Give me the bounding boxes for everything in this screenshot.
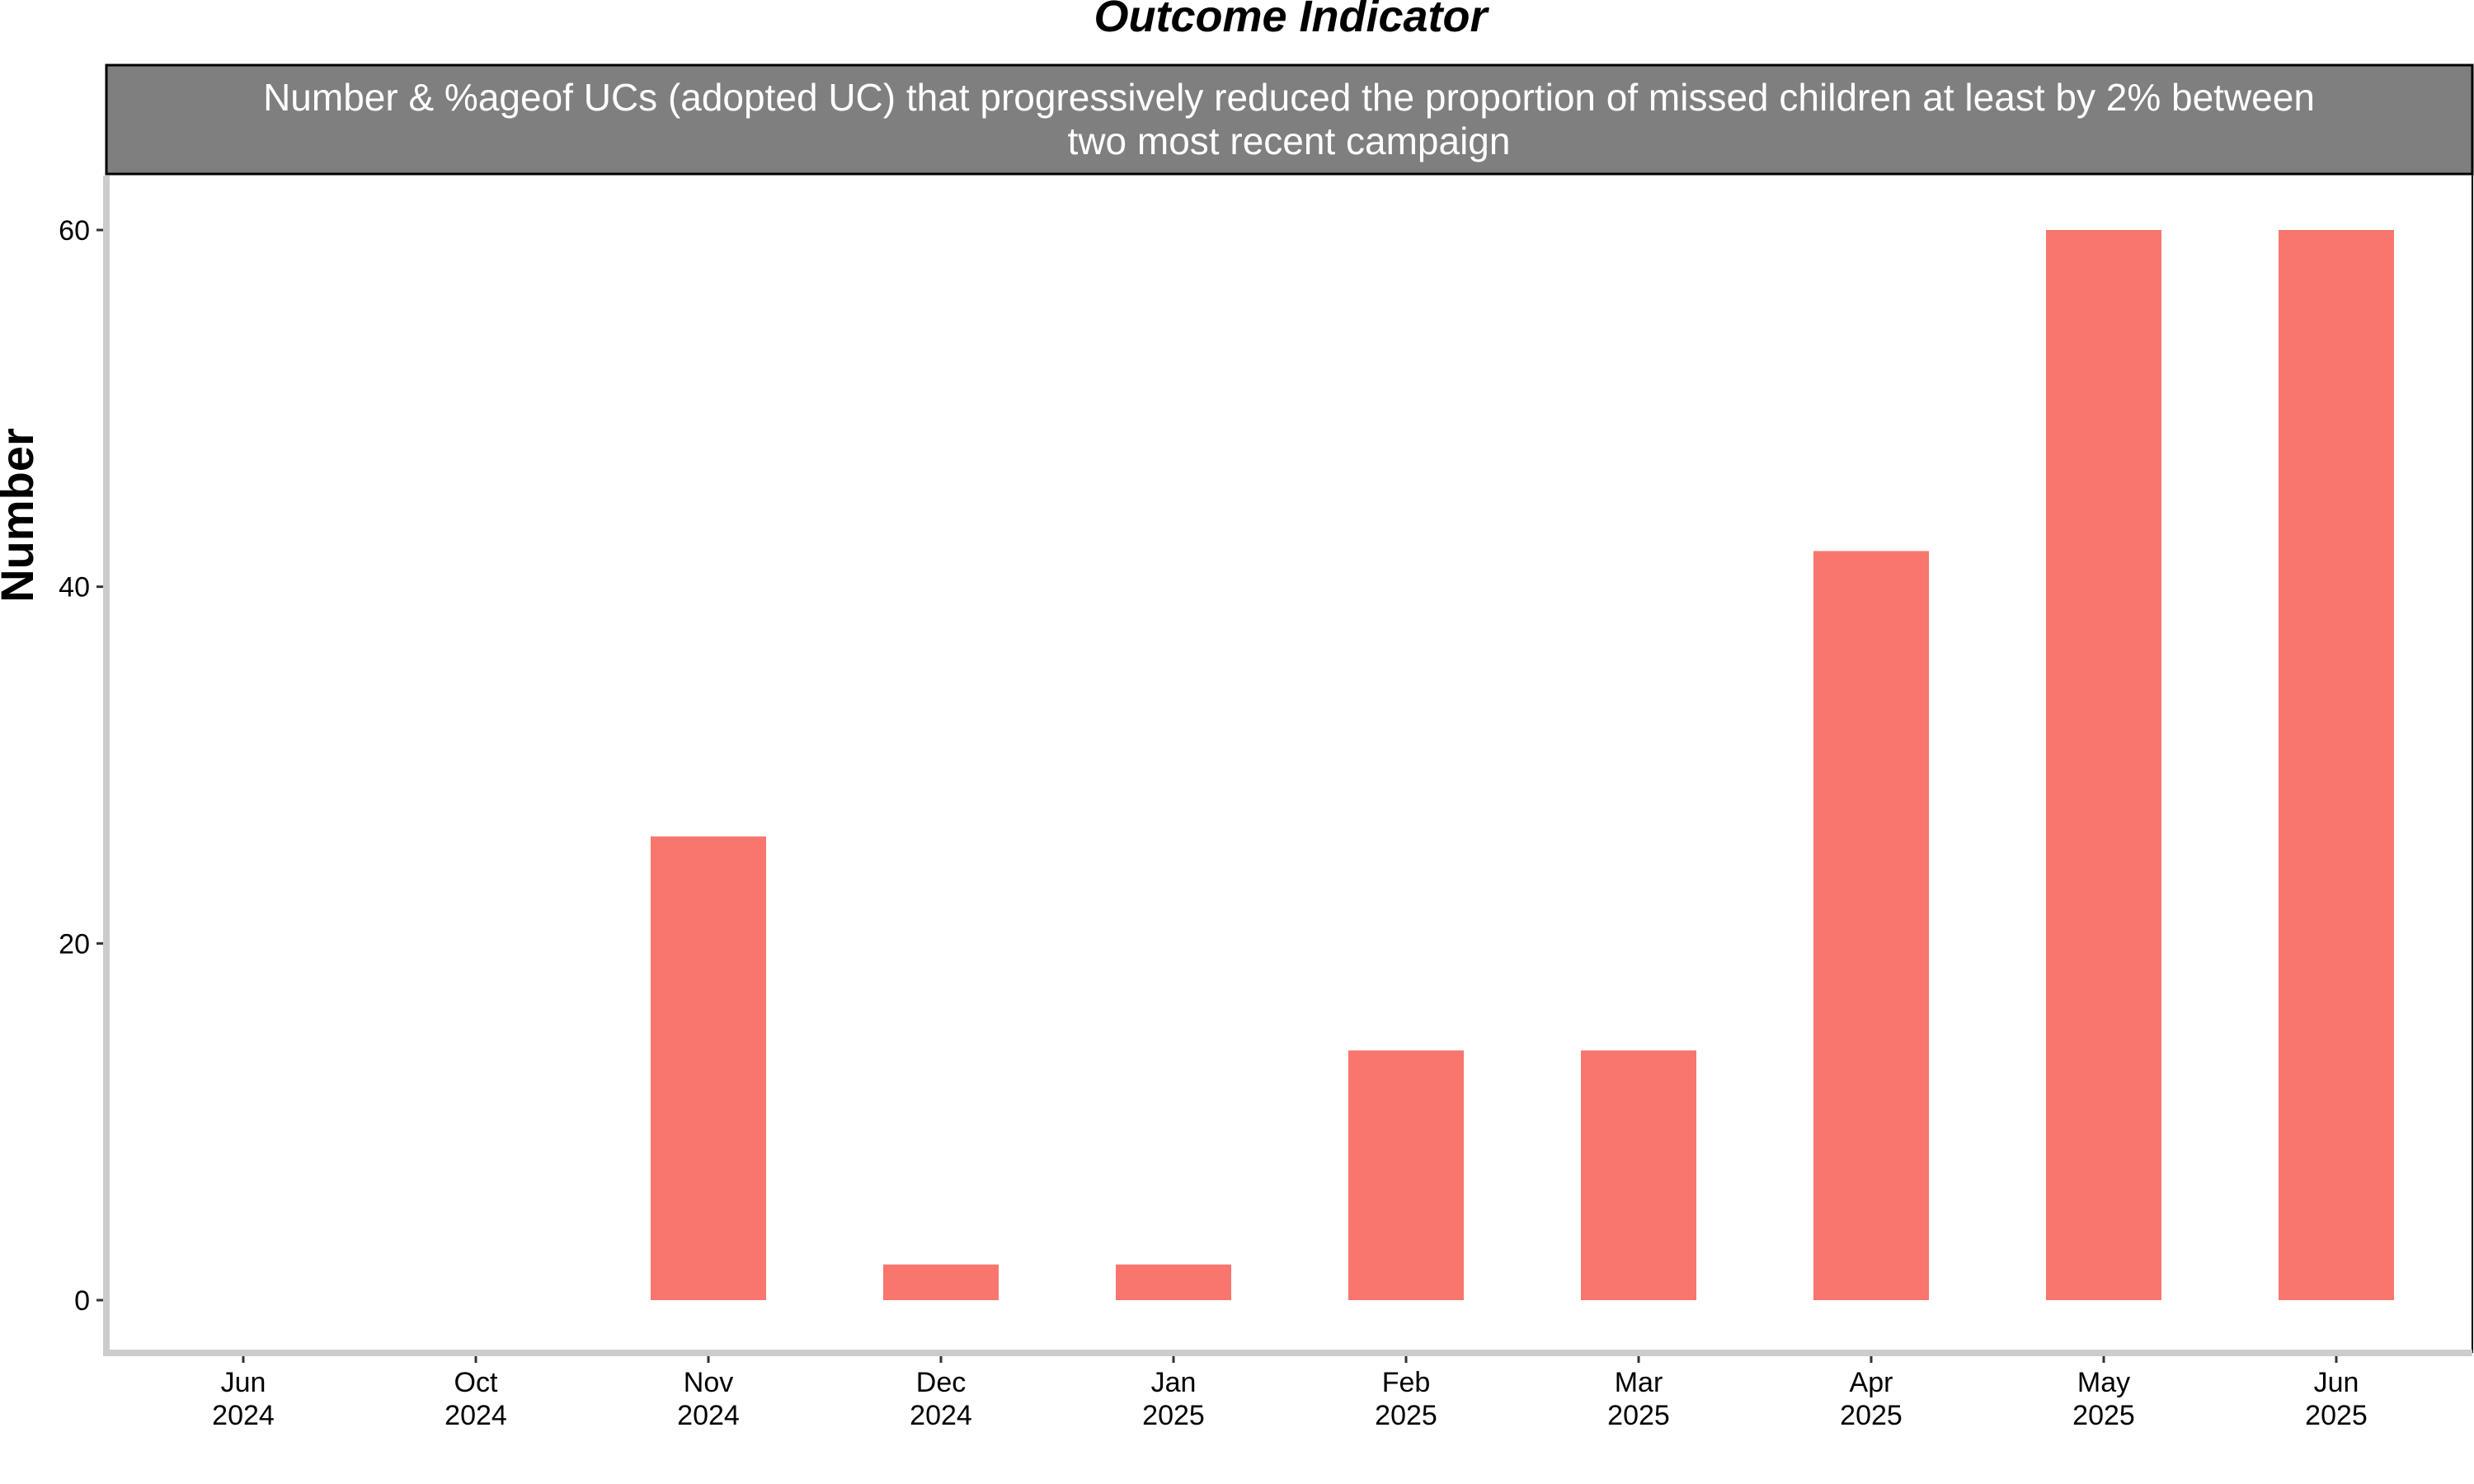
x-tick-label-month: May	[2077, 1367, 2130, 1398]
bars-group	[651, 230, 2394, 1300]
x-tick-label: Jan 2025	[1142, 1367, 1205, 1431]
x-tick-label-year: 2025	[2305, 1400, 2368, 1431]
bar-nov-2024	[651, 836, 766, 1300]
bar-may-2025	[2046, 230, 2161, 1300]
y-axis-label: Number	[0, 428, 43, 603]
x-tick-label: Dec 2024	[910, 1367, 972, 1431]
x-tick-label: Mar 2025	[1607, 1367, 1670, 1431]
x-tick-label-month: Dec	[916, 1367, 966, 1398]
x-tick-label: Apr 2025	[1840, 1367, 1903, 1431]
plot-panel	[103, 174, 2473, 1356]
y-tick-label: 40	[59, 572, 90, 603]
x-tick-label: Feb 2025	[1375, 1367, 1437, 1431]
x-tick-label-month: Oct	[454, 1367, 498, 1398]
y-tick-label: 20	[59, 928, 90, 960]
subtitle-strip: Number & %ageof UCs (adopted UC) that pr…	[105, 63, 2474, 176]
x-tick-label-year: 2024	[212, 1400, 275, 1431]
x-tick-label-year: 2024	[910, 1400, 972, 1431]
x-tick-label-month: Jun	[2314, 1367, 2359, 1398]
x-tick-label-year: 2025	[1840, 1400, 1903, 1431]
x-tick-label: Nov 2024	[677, 1367, 740, 1431]
x-tick-label: May 2025	[2072, 1367, 2135, 1431]
chart-title: Outcome Indicator	[1094, 0, 1489, 41]
x-tick-label-year: 2025	[1375, 1400, 1437, 1431]
bar-apr-2025	[1813, 551, 1929, 1300]
x-tick-label-year: 2025	[2072, 1400, 2135, 1431]
x-tick-label-month: Apr	[1850, 1367, 1893, 1398]
bar-mar-2025	[1581, 1050, 1696, 1300]
x-tick-label-year: 2025	[1607, 1400, 1670, 1431]
bar-dec-2024	[883, 1264, 999, 1300]
bar-jun-2025	[2279, 230, 2394, 1300]
x-tick-label: Oct 2024	[444, 1367, 507, 1431]
x-tick-label-year: 2024	[444, 1400, 507, 1431]
x-tick-label-month: Jun	[221, 1367, 266, 1398]
subtitle-strip-background	[105, 63, 2474, 176]
y-tick-label: 0	[74, 1285, 90, 1317]
y-axis-ticks: 0 20 40 60	[59, 215, 103, 1317]
y-tick-label: 60	[59, 215, 90, 247]
x-tick-label-year: 2025	[1142, 1400, 1205, 1431]
bar-feb-2025	[1348, 1050, 1464, 1300]
x-tick-label-year: 2024	[677, 1400, 740, 1431]
x-tick-label: Jun 2024	[212, 1367, 275, 1431]
x-tick-label-month: Mar	[1615, 1367, 1663, 1398]
x-tick-label-month: Feb	[1382, 1367, 1431, 1398]
subtitle-line-1: Number & %ageof UCs (adopted UC) that pr…	[263, 76, 2315, 119]
x-tick-label-month: Jan	[1151, 1367, 1197, 1398]
bar-jan-2025	[1116, 1264, 1231, 1300]
x-tick-label: Jun 2025	[2305, 1367, 2368, 1431]
subtitle-line-2: two most recent campaign	[1068, 120, 1511, 162]
x-tick-label-month: Nov	[684, 1367, 733, 1398]
